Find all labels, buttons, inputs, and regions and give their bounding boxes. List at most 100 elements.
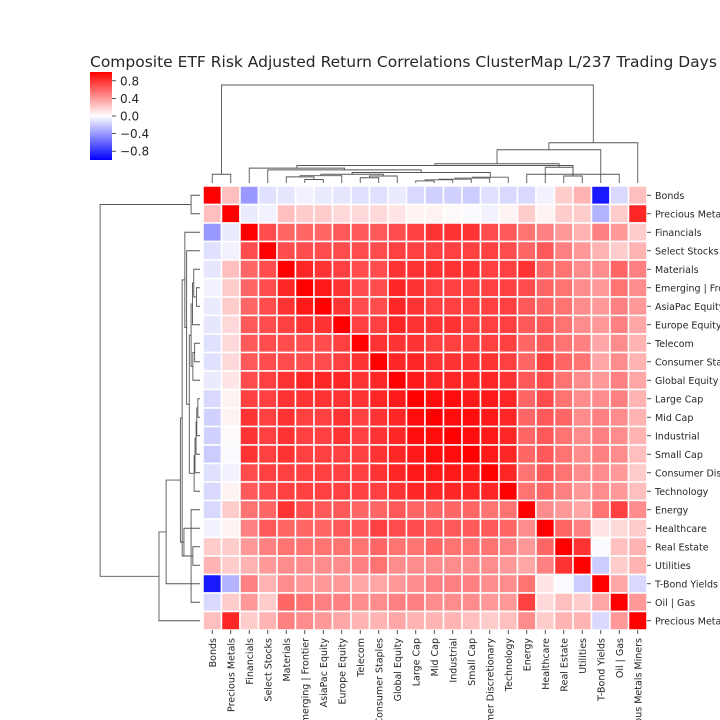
heatmap-cell [461, 185, 482, 206]
row-label-emerging-frontier: Emerging | Frontier [655, 283, 720, 294]
heatmap-cell [627, 222, 648, 243]
heatmap-cell [516, 592, 537, 613]
heatmap-cell [220, 610, 241, 631]
row-dendrogram-link [196, 407, 200, 437]
heatmap-cell [461, 333, 482, 354]
heatmap-cell [313, 610, 334, 631]
heatmap-cell [202, 518, 223, 539]
row-dendrogram-link [192, 546, 200, 566]
heatmap-cell [202, 499, 223, 520]
heatmap-cell [535, 351, 556, 372]
heatmap-cell [220, 240, 241, 261]
heatmap-cell [516, 370, 537, 391]
heatmap-cell [498, 462, 519, 483]
heatmap-cell [553, 518, 574, 539]
heatmap-cell [535, 240, 556, 261]
heatmap-cell [442, 555, 463, 576]
heatmap-cell [220, 481, 241, 502]
heatmap-cell [313, 314, 334, 335]
heatmap-cell [516, 351, 537, 372]
heatmap-cell [387, 425, 408, 446]
heatmap-cell [553, 370, 574, 391]
heatmap-cell [479, 407, 500, 428]
heatmap-cell [239, 351, 260, 372]
heatmap-cell [350, 277, 371, 298]
row-dendrogram-link [158, 531, 200, 622]
heatmap-cell [627, 314, 648, 335]
heatmap-cell [553, 592, 574, 613]
heatmap-cell [553, 222, 574, 243]
row-label-mid-cap: Mid Cap [655, 413, 693, 424]
row-label-telecom: Telecom [654, 339, 694, 350]
row-label-precious-metals: Precious Metals [655, 209, 720, 220]
heatmap-cell [609, 518, 630, 539]
column-label-consumer-discretionary: Consumer Discretionary [485, 638, 496, 720]
heatmap-cell [294, 499, 315, 520]
heatmap-cell [424, 351, 445, 372]
heatmap-cell [516, 444, 537, 465]
heatmap-cell [572, 536, 593, 557]
heatmap-cell [590, 444, 611, 465]
heatmap-cell [609, 296, 630, 317]
heatmap-cell [627, 499, 648, 520]
heatmap-cell [442, 407, 463, 428]
heatmap-cell [202, 277, 223, 298]
heatmap-cell [220, 462, 241, 483]
row-label-healthcare: Healthcare [655, 524, 707, 535]
heatmap-cell [553, 351, 574, 372]
heatmap-cell [331, 518, 352, 539]
heatmap-cell [368, 536, 389, 557]
heatmap-cell [350, 203, 371, 224]
heatmap-cell [609, 610, 630, 631]
column-label-healthcare: Healthcare [541, 638, 552, 690]
heatmap-cell [627, 388, 648, 409]
heatmap-cell [294, 462, 315, 483]
heatmap-cell [424, 425, 445, 446]
heatmap-cell [350, 351, 371, 372]
heatmap-cell [609, 536, 630, 557]
heatmap-cell [535, 481, 556, 502]
heatmap-cell [220, 407, 241, 428]
heatmap-cell [516, 333, 537, 354]
heatmap-cell [479, 240, 500, 261]
heatmap-cell [239, 573, 260, 594]
heatmap-cell [405, 610, 426, 631]
heatmap-cell [257, 407, 278, 428]
heatmap-cell [313, 203, 334, 224]
heatmap-cell [498, 296, 519, 317]
heatmap-cell [202, 203, 223, 224]
row-label-technology: Technology [654, 487, 709, 498]
heatmap-cell [405, 314, 426, 335]
heatmap-cell [331, 259, 352, 280]
heatmap-cell [572, 518, 593, 539]
heatmap-cell [442, 203, 463, 224]
heatmap-cell [276, 425, 297, 446]
heatmap-cell [202, 222, 223, 243]
heatmap-cell [609, 555, 630, 576]
heatmap-cell [516, 462, 537, 483]
heatmap-cell [461, 536, 482, 557]
heatmap-cell [294, 425, 315, 446]
heatmap-cell [257, 333, 278, 354]
heatmap-cell [590, 499, 611, 520]
heatmap-cell [350, 388, 371, 409]
heatmap-cell [368, 573, 389, 594]
heatmap-cell [387, 518, 408, 539]
heatmap-cell [442, 296, 463, 317]
heatmap-cell [368, 499, 389, 520]
heatmap-cell [461, 277, 482, 298]
heatmap-cell [535, 573, 556, 594]
heatmap-cell [535, 203, 556, 224]
column-dendrogram-link [548, 142, 639, 183]
heatmap-cell [461, 296, 482, 317]
heatmap-cell [516, 518, 537, 539]
heatmap-cell [405, 592, 426, 613]
heatmap-cell [498, 536, 519, 557]
heatmap-cell [479, 573, 500, 594]
heatmap-cell [535, 425, 556, 446]
column-dendrogram-link [211, 173, 232, 183]
heatmap-cell [220, 222, 241, 243]
heatmap-cell [220, 592, 241, 613]
heatmap-cell [461, 592, 482, 613]
heatmap-cell [424, 259, 445, 280]
